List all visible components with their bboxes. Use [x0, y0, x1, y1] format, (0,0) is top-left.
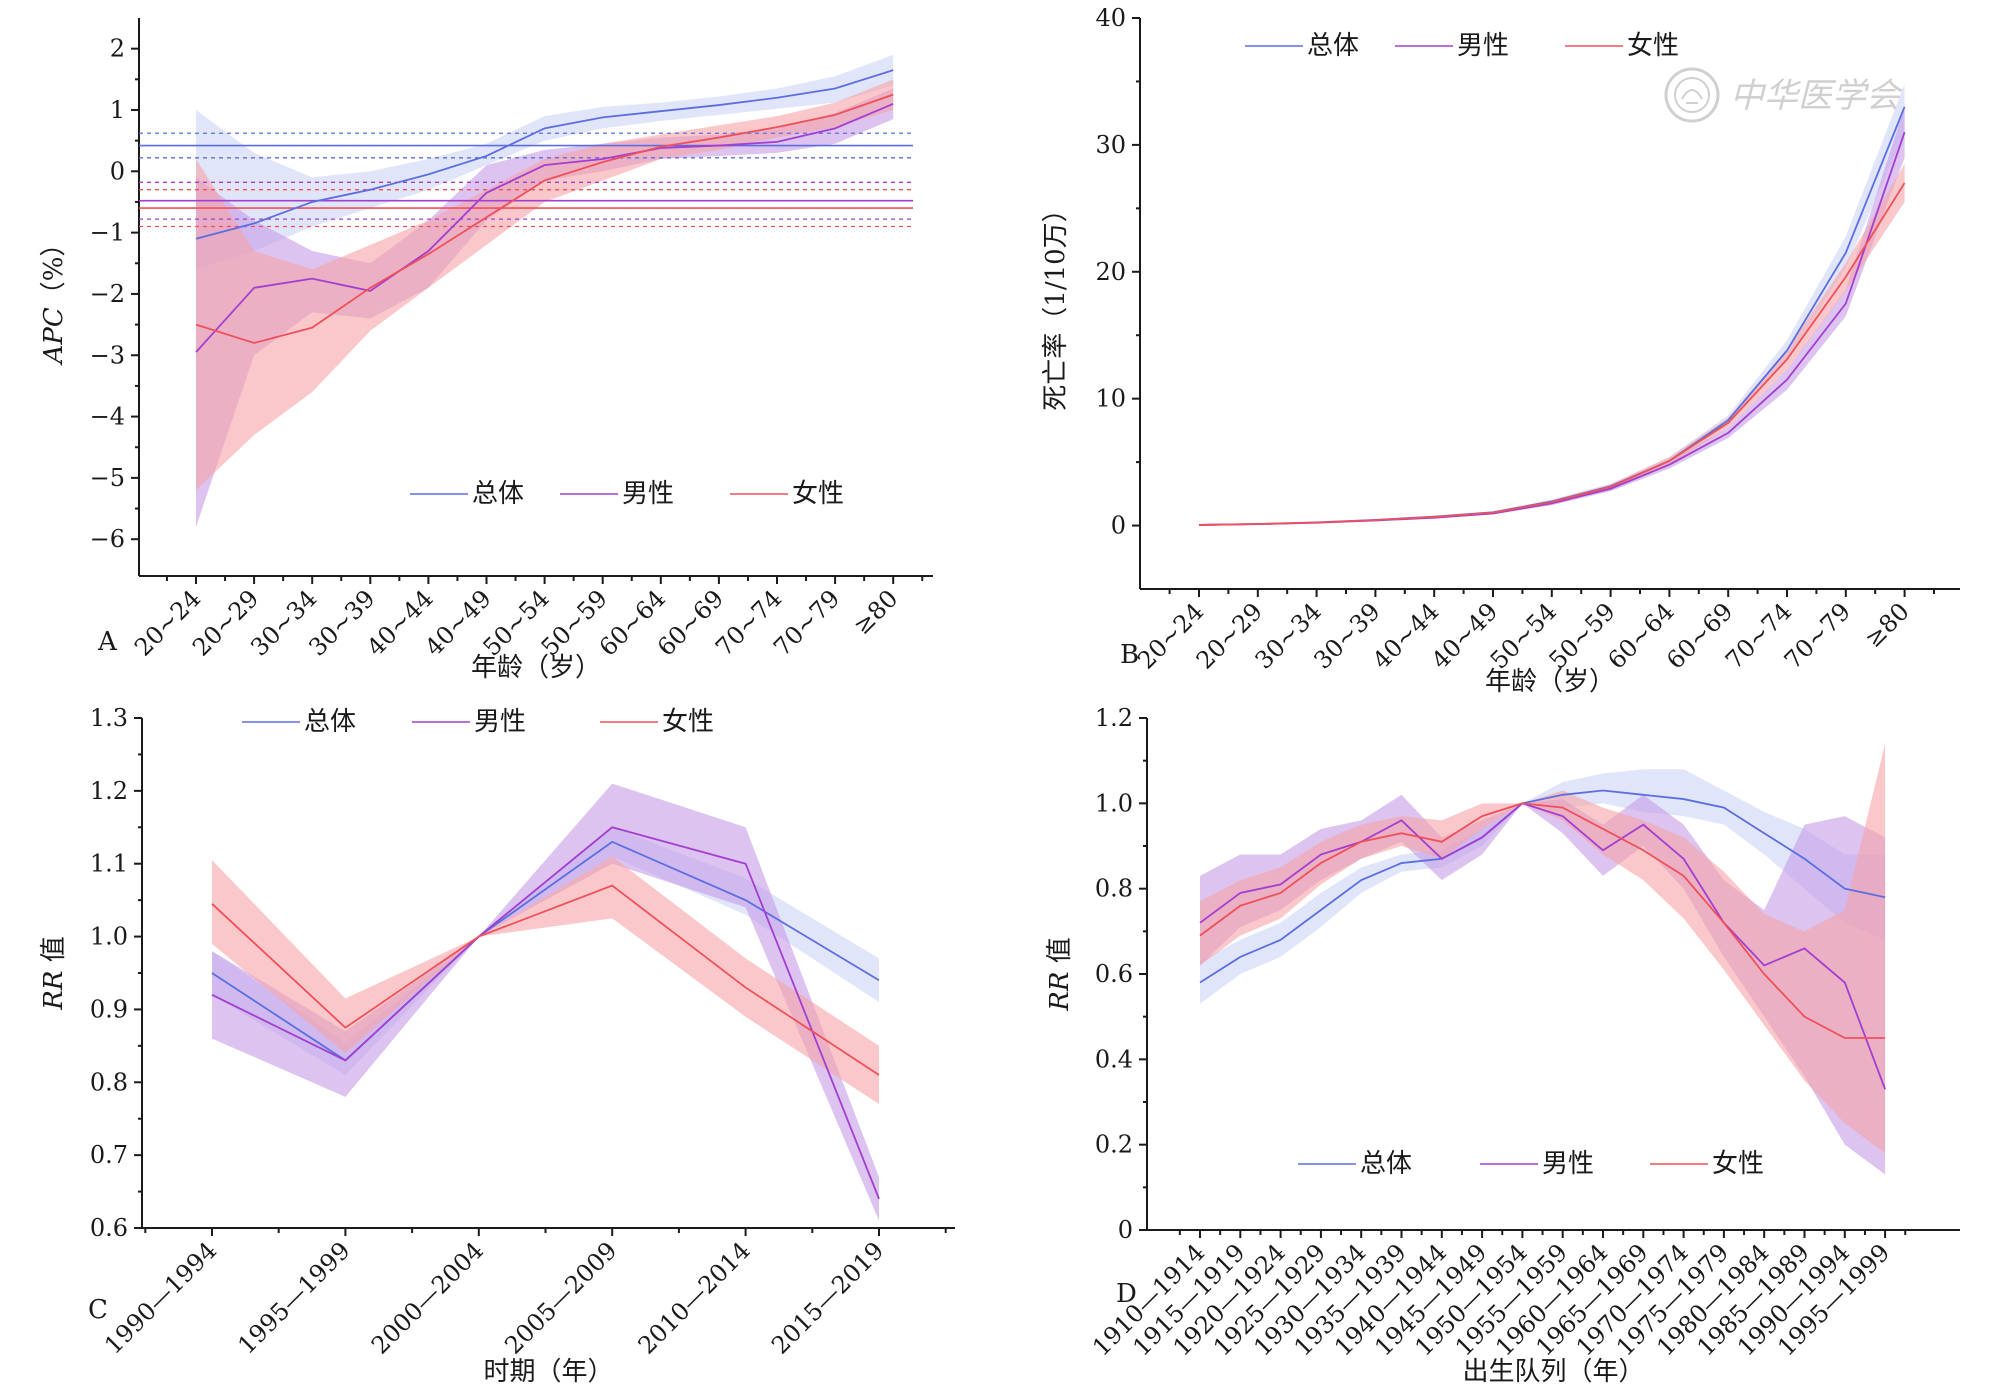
panel-c-series-line-female	[211, 884, 880, 1076]
panel-d-band-female	[1200, 743, 1886, 1154]
panel-a-y-tick-label: −5	[90, 464, 125, 492]
panel-d-y-tick-label: 0.6	[1095, 960, 1133, 988]
panel-d-series-line-overall	[1199, 789, 1886, 984]
panel-a-y-axis-label: APC（%）	[39, 231, 69, 366]
panel-b-y-axis-label: 死亡率（1/10万）	[1041, 196, 1071, 410]
society-seal-icon	[1664, 67, 1720, 123]
panel-d-series-line-male	[1199, 802, 1886, 1090]
panel-c-y-tick-label: 0.6	[90, 1214, 128, 1242]
panel-a-y-tick-label: 2	[110, 35, 125, 63]
panel-c-legend-label-female: 女性	[662, 707, 714, 737]
panel-c-legend-label-overall: 总体	[304, 707, 356, 737]
panel-c-x-tick-label: 2005—2009	[499, 1236, 622, 1359]
panel-a-x-tick-label: 70~79	[768, 584, 845, 661]
panel-c-band-female	[212, 856, 879, 1105]
panel-d-y-axis-label-rest: 值	[1045, 937, 1075, 971]
panel-a-legend: 总体 男性 女性	[410, 479, 844, 509]
panel-a-y-tick-label: −2	[90, 280, 125, 308]
panel-b-legend: 总体 男性 女性	[1245, 31, 1679, 61]
panel-d-y-tick-label: 1.0	[1095, 789, 1133, 817]
panel-d-y-tick-label: 0	[1118, 1216, 1133, 1244]
panel-b-band-female	[1199, 163, 1905, 526]
chart-panel-d: 1.21.00.80.60.40.201910—19141915—1919192…	[1045, 704, 1960, 1387]
panel-a-legend-label-female: 女性	[792, 479, 844, 509]
panel-c-y-axis-label: RR 值	[39, 936, 69, 1010]
panel-c-y-tick-label: 1.1	[90, 850, 128, 878]
panel-c-series-line-male	[211, 826, 880, 1200]
panel-c-series-line-overall	[211, 840, 880, 1062]
panel-d-y-tick-label: 0.2	[1095, 1131, 1133, 1159]
panel-c-x-tick-label: 2000—2004	[366, 1236, 489, 1359]
panel-c-letter: C	[88, 1295, 108, 1325]
panel-b-legend-label-male: 男性	[1457, 31, 1509, 61]
panel-a-legend-label-male: 男性	[622, 479, 674, 509]
panel-c-legend-label-male: 男性	[474, 707, 526, 737]
panel-d-legend-label-female: 女性	[1712, 1149, 1764, 1179]
panel-d-letter: D	[1116, 1279, 1137, 1309]
panel-d-legend: 总体 男性 女性	[1298, 1149, 1764, 1179]
panel-c-y-tick-label: 1.2	[90, 777, 128, 805]
panel-b-y-tick-label: 40	[1095, 4, 1126, 32]
panel-a-y-tick-label: 0	[110, 157, 125, 185]
panel-c-y-tick-label: 1.0	[90, 923, 128, 951]
panel-c-y-axis-label-rest: 值	[39, 936, 69, 970]
panel-b-series-line-overall	[1198, 106, 1906, 526]
panel-c-y-tick-label: 0.9	[90, 995, 128, 1023]
panel-b-y-tick-label: 20	[1095, 258, 1126, 286]
panel-c-y-axis-label-italic: RR	[39, 971, 69, 1011]
panel-a-band-overall	[196, 54, 894, 270]
panel-c-x-tick-label: 1995—1999	[232, 1236, 355, 1359]
panel-a-letter: A	[97, 627, 118, 657]
panel-a-band-female	[196, 79, 894, 491]
panel-c-x-tick-label: 2015—2019	[766, 1236, 889, 1359]
panel-c-band-male	[212, 783, 879, 1221]
panel-b-band-overall	[1199, 83, 1905, 526]
panel-b-x-tick-label: 70~79	[1779, 597, 1856, 674]
panel-b-y-tick-label: 30	[1095, 131, 1126, 159]
panel-c-y-tick-label: 0.7	[90, 1141, 128, 1169]
panel-d-band-overall	[1200, 769, 1886, 1004]
panel-a-y-axis-label-italic: APC	[39, 307, 69, 365]
panel-a-y-tick-label: −4	[90, 403, 125, 431]
panel-d-y-axis-label-italic: RR	[1045, 972, 1075, 1012]
panel-d-legend-label-overall: 总体	[1360, 1149, 1412, 1179]
panel-a-y-tick-label: −3	[90, 341, 125, 369]
panel-d-y-tick-label: 0.8	[1095, 875, 1133, 903]
panel-b-x-axis-label: 年龄（岁）	[1485, 667, 1615, 697]
panel-b-letter: B	[1120, 640, 1139, 670]
panel-d-y-tick-label: 0.4	[1095, 1045, 1133, 1073]
panel-b-band-male	[1199, 106, 1905, 526]
chart-panel-a: 210−1−2−3−4−5−620~2420~2930~3430~3940~44…	[39, 18, 933, 683]
panel-b-legend-label-female: 女性	[1627, 31, 1679, 61]
panel-a-x-tick-label: ≥80	[848, 584, 904, 640]
panel-a-y-tick-label: −6	[90, 525, 125, 553]
panel-d-series-line-female	[1199, 802, 1886, 1039]
panel-a-y-tick-label: 1	[110, 96, 125, 124]
panel-b-y-tick-label: 10	[1095, 385, 1126, 413]
panel-b-y-tick-label: 0	[1111, 512, 1126, 540]
panel-b-legend-label-overall: 总体	[1307, 31, 1359, 61]
panel-d-x-axis-label: 出生队列（年）	[1462, 1357, 1644, 1387]
panel-a-legend-label-overall: 总体	[472, 479, 524, 509]
panel-c-x-tick-label: 2010—2014	[633, 1236, 756, 1359]
panel-a-y-axis-label-rest: （%）	[39, 231, 69, 308]
watermark: 中华医学会	[1664, 67, 1904, 123]
panel-c-x-axis-label: 时期（年）	[483, 1357, 613, 1387]
panel-a-x-axis-label: 年龄（岁）	[471, 653, 601, 683]
panel-c-y-tick-label: 1.3	[90, 704, 128, 732]
panel-b-x-tick-label: ≥80	[1859, 597, 1915, 653]
panel-c-y-tick-label: 0.8	[90, 1068, 128, 1096]
panel-d-y-axis-label: RR 值	[1045, 937, 1075, 1011]
watermark-text: 中华医学会	[1730, 76, 1904, 116]
panel-d-legend-label-male: 男性	[1542, 1149, 1594, 1179]
panel-a-y-tick-label: −1	[90, 219, 125, 247]
panel-d-y-tick-label: 1.2	[1095, 704, 1133, 732]
panel-c-legend: 总体 男性 女性	[242, 707, 714, 737]
panel-c-x-tick-label: 1990—1994	[99, 1236, 222, 1359]
